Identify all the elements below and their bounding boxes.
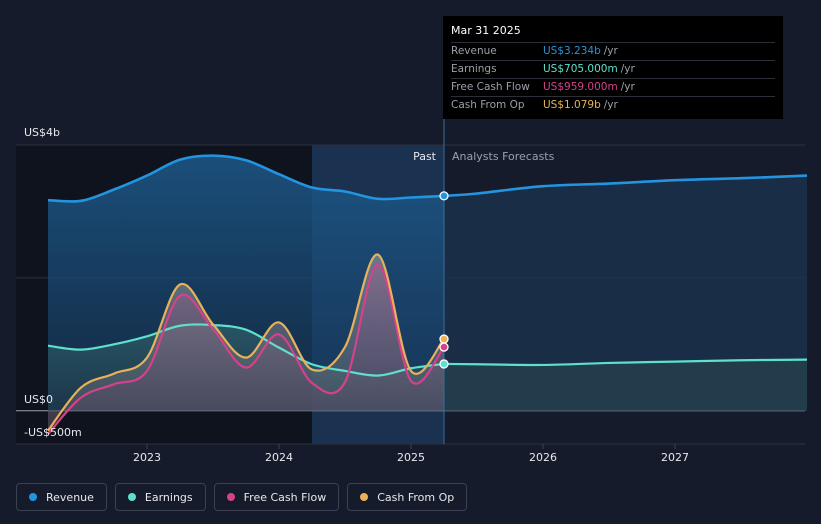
y-axis-bottom-label: -US$500m <box>24 426 82 439</box>
legend-cash-from-op[interactable]: Cash From Op <box>347 483 468 511</box>
revenue-end-dot <box>439 191 449 201</box>
x-tick-label-3: 2026 <box>529 451 557 464</box>
x-tick-label-1: 2024 <box>265 451 293 464</box>
tooltip-value: US$959.000m <box>543 81 618 93</box>
tooltip-label: Earnings <box>451 63 497 75</box>
legend-label: Free Cash Flow <box>243 490 327 504</box>
x-tick-label-4: 2027 <box>661 451 689 464</box>
earnings-forecast-area <box>444 359 807 411</box>
series-lines <box>47 154 808 435</box>
tooltip-value: US$705.000m <box>543 63 618 75</box>
free-cash-flow-end-dot <box>439 342 449 352</box>
forecast-label: Analysts Forecasts <box>452 150 555 163</box>
cash-from-op-end-dot <box>439 334 449 344</box>
tooltip-label: Cash From Op <box>451 99 525 111</box>
tooltip-unit: /yr <box>603 45 618 57</box>
legend-dot-icon <box>127 493 136 501</box>
tooltip-row-fcf: Free Cash Flow US$959.000m /yr <box>451 78 775 96</box>
free-cash-flow-area <box>48 264 444 435</box>
y-axis-zero-label: US$0 <box>24 393 53 406</box>
legend-dot-icon <box>226 493 235 501</box>
x-axis-ticks: 2023 2024 2025 2026 2027 <box>133 444 689 464</box>
free-cash-flow-line <box>47 263 445 435</box>
tooltip-date: Mar 31 2025 <box>451 24 521 37</box>
revenue-forecast-area <box>444 175 807 411</box>
tooltip-label: Free Cash Flow <box>451 81 530 93</box>
legend-dot-icon <box>360 493 369 501</box>
x-tick-label-2: 2025 <box>397 451 425 464</box>
tooltip-row-cfo: Cash From Op US$1.079b /yr <box>451 96 775 114</box>
tooltip-label: Revenue <box>451 45 497 57</box>
revenue-forecast-line <box>443 174 808 198</box>
legend-label: Earnings <box>144 490 193 504</box>
tooltip-unit: /yr <box>620 81 635 93</box>
tooltip-unit: /yr <box>603 99 618 111</box>
series-end-markers <box>439 191 449 369</box>
earnings-line <box>47 323 445 377</box>
legend-label: Cash From Op <box>377 490 455 504</box>
legend: Revenue Earnings Free Cash Flow Cash Fro… <box>16 483 468 511</box>
legend-earnings[interactable]: Earnings <box>114 483 206 511</box>
tooltip-value: US$3.234b <box>543 45 601 57</box>
past-label: Past <box>413 150 437 163</box>
cash-from-op-line <box>47 253 445 432</box>
tooltip-row-earnings: Earnings US$705.000m /yr <box>451 60 775 78</box>
legend-label: Revenue <box>46 490 94 504</box>
tooltip-panel: Mar 31 2025 Revenue US$3.234b /yr Earnin… <box>443 16 783 119</box>
tooltip-row-revenue: Revenue US$3.234b /yr <box>451 42 775 60</box>
y-axis-top-label: US$4b <box>24 126 60 139</box>
revenue-line <box>47 154 445 203</box>
tooltip-value: US$1.079b <box>543 99 601 111</box>
x-tick-label-0: 2023 <box>133 451 161 464</box>
earnings-end-dot <box>439 359 449 369</box>
legend-dot-icon <box>29 493 37 501</box>
legend-revenue[interactable]: Revenue <box>16 483 107 511</box>
tooltip-unit: /yr <box>620 63 635 75</box>
earnings-forecast-line <box>443 358 808 367</box>
legend-free-cash-flow[interactable]: Free Cash Flow <box>213 483 340 511</box>
chart: US$4b US$0 -US$500m Past Analysts Foreca… <box>16 119 808 464</box>
